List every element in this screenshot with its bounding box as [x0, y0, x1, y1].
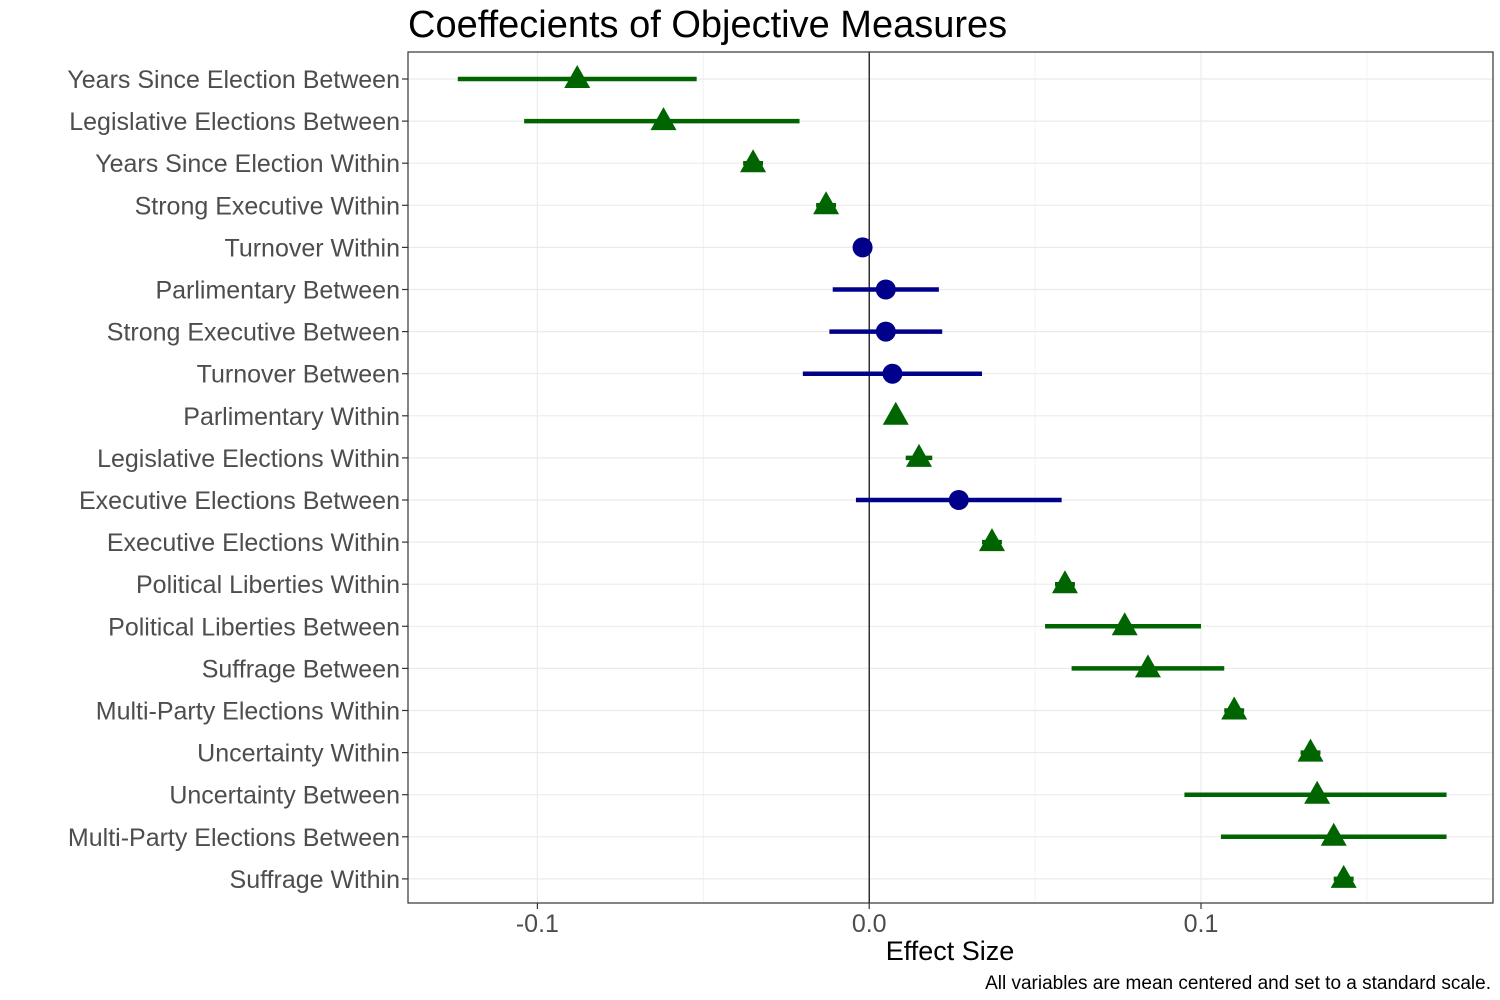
point-marker-triangle [905, 443, 932, 467]
y-tick-label: Executive Elections Between [79, 487, 400, 515]
point-marker-triangle [1304, 780, 1331, 804]
x-tick-label: 0.0 [852, 910, 887, 938]
point-marker-triangle [1297, 738, 1324, 762]
point-marker-triangle [1330, 864, 1357, 888]
y-axis-ticks: Years Since Election Between Legislative … [67, 66, 408, 894]
y-tick-label: Turnover Within [224, 234, 400, 262]
point-marker-triangle [813, 191, 840, 215]
point-marker-triangle [882, 401, 909, 425]
y-tick-label: Turnover Between [197, 361, 400, 389]
y-tick-label: Parlimentary Within [183, 403, 400, 431]
point-marker-circle [852, 237, 873, 258]
point-marker-triangle [650, 107, 677, 131]
y-tick-label: Parlimentary Between [155, 277, 400, 305]
y-tick-label: Uncertainty Between [169, 782, 400, 810]
point-marker-triangle [978, 528, 1005, 552]
point-marker-triangle [1134, 654, 1161, 678]
x-axis-title: Effect Size [886, 936, 1015, 966]
y-tick-label: Suffrage Within [230, 866, 400, 894]
y-tick-label: Strong Executive Within [135, 192, 400, 220]
point-marker-triangle [1051, 570, 1078, 594]
x-tick-label: 0.1 [1184, 910, 1219, 938]
point-marker-circle [875, 279, 896, 300]
point-marker-circle [882, 363, 903, 384]
point-marker-triangle [740, 149, 767, 173]
chart-caption: All variables are mean centered and set … [985, 973, 1491, 994]
data-series [457, 65, 1447, 888]
y-tick-label: Strong Executive Between [107, 319, 400, 347]
grid-lines [408, 52, 1493, 903]
y-tick-label: Years Since Election Between [67, 66, 400, 94]
plot-panel-border [407, 51, 1494, 904]
y-tick-label: Executive Elections Within [107, 529, 400, 557]
point-marker-triangle [1111, 612, 1138, 636]
point-marker-triangle [1221, 696, 1248, 720]
y-tick-label: Legislative Elections Within [97, 445, 400, 473]
point-marker-triangle [564, 65, 591, 88]
y-tick-label: Uncertainty Within [197, 740, 400, 768]
point-marker-circle [875, 321, 896, 342]
y-tick-label: Multi-Party Elections Between [68, 824, 400, 852]
x-axis-ticks: -0.1 0.0 0.1 [516, 903, 1219, 938]
point-marker-triangle [1320, 822, 1347, 846]
y-tick-label: Political Liberties Between [108, 613, 400, 641]
chart-title: Coeffecients of Objective Measures [408, 4, 1007, 46]
y-tick-label: Legislative Elections Between [69, 108, 400, 136]
y-tick-label: Political Liberties Within [136, 571, 400, 599]
y-tick-label: Suffrage Between [202, 655, 400, 683]
x-tick-label: -0.1 [516, 910, 559, 938]
y-tick-label: Years Since Election Within [95, 150, 400, 178]
point-marker-circle [948, 490, 969, 510]
y-tick-label: Multi-Party Elections Within [96, 698, 400, 726]
